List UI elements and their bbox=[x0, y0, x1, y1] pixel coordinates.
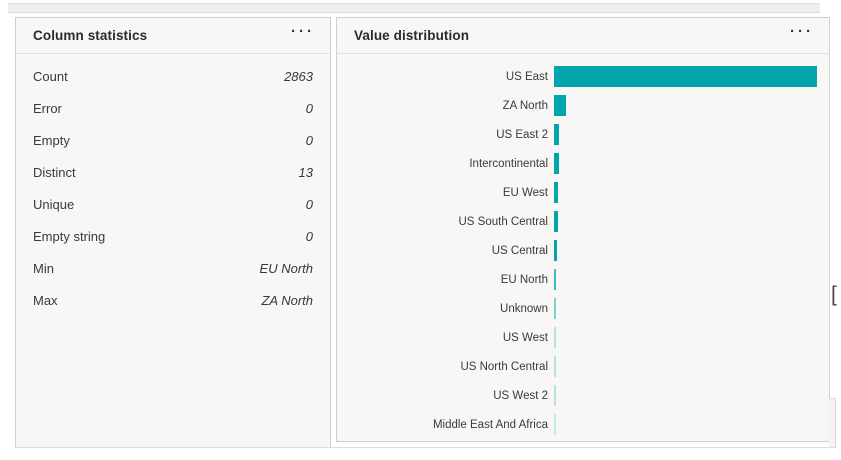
bar-row: US East 2 bbox=[337, 120, 829, 149]
stat-row: Min EU North bbox=[33, 252, 313, 284]
stat-value: 0 bbox=[305, 228, 313, 244]
stat-row: Max ZA North bbox=[33, 284, 313, 316]
bar[interactable] bbox=[554, 356, 556, 377]
column-statistics-ellipsis-menu-icon[interactable]: ··· bbox=[289, 24, 317, 44]
bar[interactable] bbox=[554, 211, 558, 232]
bar-category-label: US Central bbox=[491, 244, 548, 257]
stat-row: Count 2863 bbox=[33, 60, 313, 92]
bar-category-label: US East 2 bbox=[496, 128, 548, 141]
bottom-divider-line bbox=[15, 447, 835, 448]
bar-track bbox=[554, 95, 820, 116]
stat-value: 0 bbox=[305, 196, 313, 212]
bar-track bbox=[554, 356, 820, 377]
bar-category-label: US North Central bbox=[460, 360, 548, 373]
bar-track bbox=[554, 327, 820, 348]
value-distribution-chart: US East ZA North US East 2 Intercontinental… bbox=[337, 54, 829, 439]
column-statistics-header: Column statistics ··· bbox=[16, 18, 330, 54]
bar-track bbox=[554, 385, 820, 406]
bar-category-label: Middle East And Africa bbox=[432, 418, 548, 431]
bar-row: Unknown bbox=[337, 294, 829, 323]
bar-category-label: Unknown bbox=[500, 302, 548, 315]
bar-track bbox=[554, 240, 820, 261]
bar-row: ZA North bbox=[337, 91, 829, 120]
stat-label: Empty string bbox=[33, 228, 106, 244]
bar-track bbox=[554, 269, 820, 290]
stat-label: Count bbox=[33, 68, 68, 84]
bar-track bbox=[554, 124, 820, 145]
bar[interactable] bbox=[554, 153, 559, 174]
stat-row: Distinct 13 bbox=[33, 156, 313, 188]
bar-row: EU West bbox=[337, 178, 829, 207]
bar-track bbox=[554, 414, 820, 435]
bar[interactable] bbox=[554, 66, 817, 87]
bar-category-label: EU North bbox=[500, 273, 548, 286]
value-distribution-panel: Value distribution ··· US East ZA North US… bbox=[336, 17, 830, 442]
bar-track bbox=[554, 153, 820, 174]
value-distribution-title: Value distribution bbox=[354, 28, 470, 43]
panel-edge-step bbox=[829, 398, 836, 448]
bar-row: US South Central bbox=[337, 207, 829, 236]
stat-value: 0 bbox=[305, 100, 313, 116]
bar-category-label: EU West bbox=[502, 186, 548, 199]
stat-value: 2863 bbox=[284, 68, 313, 84]
bar-category-label: US West 2 bbox=[493, 389, 548, 402]
stat-row: Empty string 0 bbox=[33, 220, 313, 252]
stat-value: 13 bbox=[298, 164, 313, 180]
bar[interactable] bbox=[554, 385, 556, 406]
bracket-glyph: [ bbox=[831, 283, 837, 306]
bar-track bbox=[554, 66, 820, 87]
bar-row: US Central bbox=[337, 236, 829, 265]
column-statistics-list: Count 2863 Error 0 Empty 0 Distinct 13 Unique 0 Em… bbox=[16, 54, 330, 316]
stat-row: Unique 0 bbox=[33, 188, 313, 220]
bar-row: US East bbox=[337, 62, 829, 91]
bar-row: US West bbox=[337, 323, 829, 352]
stat-value: EU North bbox=[259, 260, 313, 276]
bar-row: US West 2 bbox=[337, 381, 829, 410]
top-edge-strip bbox=[8, 3, 820, 13]
bar-category-label: Intercontinental bbox=[469, 157, 548, 170]
bar-track bbox=[554, 298, 820, 319]
stat-row: Empty 0 bbox=[33, 124, 313, 156]
bar-track bbox=[554, 211, 820, 232]
bar-category-label: ZA North bbox=[502, 99, 548, 112]
bar[interactable] bbox=[554, 95, 566, 116]
bar[interactable] bbox=[554, 240, 557, 261]
bar-row: EU North bbox=[337, 265, 829, 294]
bar[interactable] bbox=[554, 298, 556, 319]
bar-row: Intercontinental bbox=[337, 149, 829, 178]
stat-row: Error 0 bbox=[33, 92, 313, 124]
bar[interactable] bbox=[554, 182, 559, 203]
stat-label: Error bbox=[33, 100, 62, 116]
stat-label: Empty bbox=[33, 132, 70, 148]
value-distribution-ellipsis-menu-icon[interactable]: ··· bbox=[788, 24, 816, 44]
stat-label: Min bbox=[33, 260, 54, 276]
bar-category-label: US South Central bbox=[458, 215, 549, 228]
bar[interactable] bbox=[554, 269, 557, 290]
bar[interactable] bbox=[554, 124, 560, 145]
stat-label: Max bbox=[33, 292, 58, 308]
bar-row: US North Central bbox=[337, 352, 829, 381]
bar[interactable] bbox=[554, 327, 556, 348]
stat-value: 0 bbox=[305, 132, 313, 148]
stat-label: Unique bbox=[33, 196, 75, 212]
bar-row: Middle East And Africa bbox=[337, 410, 829, 439]
value-distribution-header: Value distribution ··· bbox=[337, 18, 829, 54]
bar-category-label: US West bbox=[502, 331, 548, 344]
stat-label: Distinct bbox=[33, 164, 76, 180]
stat-value: ZA North bbox=[261, 292, 313, 308]
column-statistics-panel: Column statistics ··· Count 2863 Error 0 Emp… bbox=[15, 17, 331, 448]
bar[interactable] bbox=[554, 414, 556, 435]
bar-track bbox=[554, 182, 820, 203]
column-statistics-title: Column statistics bbox=[33, 28, 148, 43]
bar-category-label: US East bbox=[505, 70, 548, 83]
